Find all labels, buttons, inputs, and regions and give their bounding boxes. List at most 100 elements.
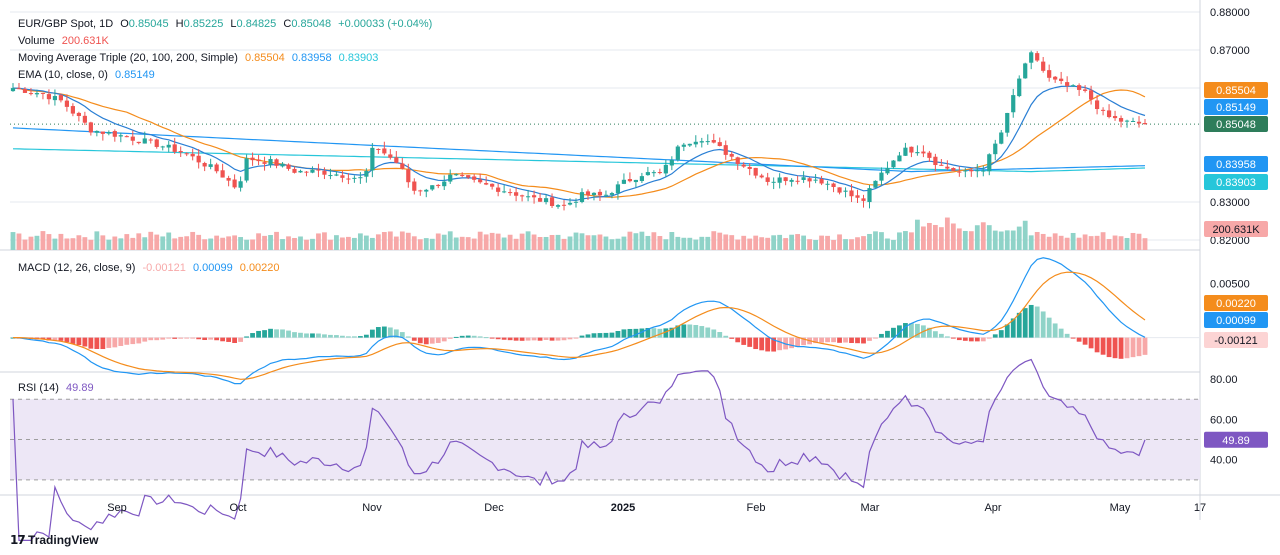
volume-bar — [1076, 237, 1082, 250]
volume-bar — [226, 236, 232, 250]
volume-bar — [184, 236, 190, 250]
macd-histogram-bar — [986, 337, 992, 339]
volume-bar — [591, 235, 597, 250]
macd-histogram-bar — [1142, 337, 1148, 355]
volume-bar — [837, 234, 842, 250]
candle-body — [1142, 123, 1148, 125]
macd-histogram-bar — [172, 337, 178, 339]
volume-bar — [915, 219, 920, 250]
time-axis-label: Sep — [107, 502, 127, 514]
candle-body — [963, 170, 968, 172]
macd-histogram-bar — [82, 337, 88, 347]
candle-body — [232, 179, 237, 188]
macd-histogram-bar — [615, 331, 621, 338]
volume-bar — [471, 238, 477, 250]
macd-histogram-bar — [1106, 337, 1112, 358]
candle-body — [394, 157, 399, 163]
candle-body — [939, 164, 944, 166]
macd-histogram-bar — [944, 336, 950, 338]
macd-histogram-bar — [208, 337, 214, 340]
volume-bar — [903, 231, 908, 250]
candle-body — [388, 154, 393, 158]
macd-histogram-bar — [932, 331, 938, 338]
volume-bar — [256, 233, 261, 250]
volume-bar — [1130, 232, 1136, 250]
rsi-label[interactable]: RSI (14) — [18, 382, 59, 394]
legend-volume: Volume 200.631K — [18, 33, 113, 49]
ma-label[interactable]: Moving Average Triple (20, 100, 200, Sim… — [18, 52, 238, 64]
macd-histogram-bar — [777, 337, 783, 351]
volume-bar — [1016, 226, 1022, 250]
candle-body — [1112, 116, 1118, 119]
volume-bar — [998, 231, 1004, 250]
candle-body — [460, 174, 465, 176]
macd-tag: 0.00220 — [1216, 298, 1256, 310]
candle-body — [669, 159, 674, 166]
ema-label[interactable]: EMA (10, close, 0) — [18, 69, 108, 81]
macd-histogram-bar — [501, 337, 507, 340]
candle-body — [1118, 118, 1124, 122]
volume-bar — [795, 234, 801, 250]
macd-histogram-bar — [483, 337, 489, 339]
time-axis-label: Apr — [984, 502, 1001, 514]
macd-histogram-bar — [795, 337, 801, 348]
volume-bar — [292, 237, 297, 250]
volume-bar — [40, 231, 46, 250]
volume-bar — [124, 234, 130, 250]
candle-body — [10, 88, 16, 92]
volume-bar — [867, 233, 872, 250]
candle-body — [280, 163, 285, 167]
volume-bar — [861, 236, 866, 250]
volume-bar — [909, 232, 914, 250]
macd-histogram-bar — [579, 335, 585, 338]
macd-histogram-bar — [525, 337, 531, 341]
macd-histogram-bar — [88, 337, 94, 349]
symbol-title[interactable]: EUR/GBP Spot, 1D — [18, 18, 114, 30]
volume-bar — [351, 237, 357, 250]
volume-label[interactable]: Volume — [18, 35, 55, 47]
volume-bar — [1106, 239, 1112, 250]
volume-bar — [154, 234, 160, 250]
volume-bar — [693, 239, 699, 250]
macd-histogram-bar — [316, 333, 321, 338]
volume-bar — [310, 238, 315, 250]
volume-bar — [429, 238, 435, 250]
macd-histogram-bar — [753, 337, 759, 350]
tradingview-logo[interactable]: 𝟭𝟳 TradingView — [10, 533, 99, 547]
macd-histogram-bar — [256, 330, 261, 338]
candle-body — [136, 141, 141, 144]
candle-body — [837, 187, 842, 193]
volume-bar — [950, 223, 956, 250]
macd-tag-bg — [1204, 312, 1268, 328]
volume-bar — [663, 239, 669, 250]
candle-body — [70, 106, 75, 114]
volume-bar — [675, 236, 681, 250]
macd-histogram-bar — [304, 333, 309, 338]
volume-bar — [393, 236, 399, 250]
candle-body — [975, 170, 980, 172]
candle-body — [226, 177, 231, 181]
macd-histogram-bar — [130, 337, 136, 345]
volume-bar — [1052, 233, 1058, 250]
macd-histogram-bar — [166, 337, 172, 339]
volume-bar — [507, 234, 513, 250]
macd-tag: 0.00099 — [1216, 315, 1256, 327]
macd-histogram-bar — [262, 330, 267, 338]
candle-body — [921, 151, 926, 154]
volume-bar — [369, 237, 375, 250]
price-axis-label: 0.88000 — [1210, 7, 1250, 19]
volume-bar — [232, 235, 238, 250]
macd-label[interactable]: MACD (12, 26, close, 9) — [18, 262, 136, 274]
volume-bar — [112, 236, 118, 250]
macd-histogram-bar — [375, 327, 381, 338]
macd-histogram-bar — [687, 324, 693, 338]
candle-body — [765, 177, 770, 182]
price-axis-label: 0.83000 — [1210, 197, 1250, 209]
macd-histogram-bar — [771, 337, 777, 352]
macd-histogram-bar — [723, 335, 729, 338]
macd-histogram-bar — [226, 337, 232, 342]
candle-body — [597, 191, 603, 196]
macd-histogram-bar — [381, 326, 387, 338]
volume-bar — [334, 235, 339, 250]
